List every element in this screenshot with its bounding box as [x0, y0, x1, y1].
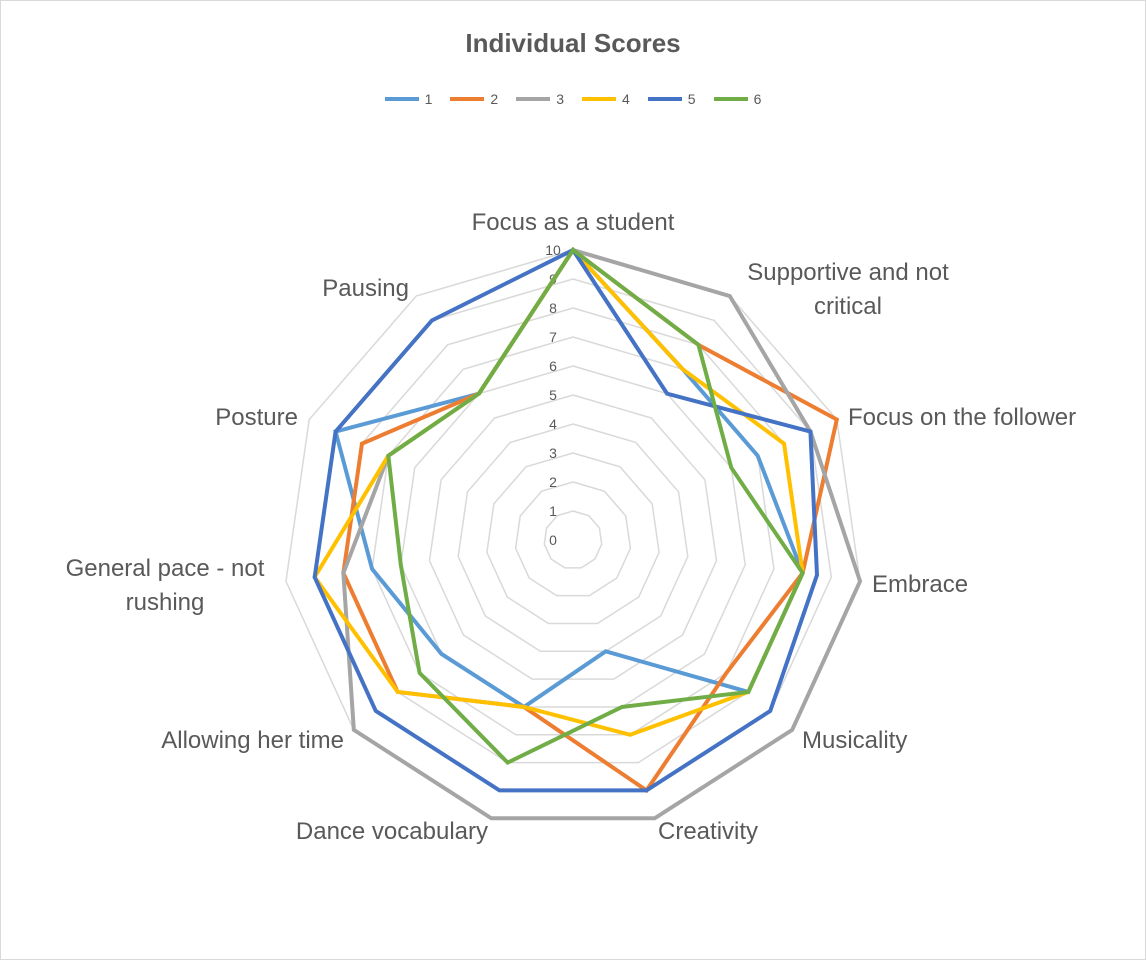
- tick-label: 1: [549, 503, 557, 519]
- grid-ring: [486, 452, 660, 625]
- legend-item-1: 1: [384, 91, 433, 107]
- legend-label: 3: [556, 91, 564, 107]
- legend-item-6: 6: [713, 91, 762, 107]
- legend-label: 1: [424, 91, 433, 107]
- axis-label: Allowing her time: [161, 727, 344, 754]
- legend-swatch: [647, 97, 682, 101]
- grid-ring: [342, 307, 804, 764]
- series-line-5: [312, 247, 820, 793]
- axis-label: Musicality: [802, 727, 907, 754]
- legend-label: 2: [490, 91, 499, 107]
- legend-label: 4: [622, 91, 630, 107]
- legend-swatch: [582, 97, 616, 101]
- series-line-1: [333, 246, 805, 710]
- series-line-4: [312, 246, 805, 737]
- legend: 1 2 3 4 5 6: [0, 91, 1146, 107]
- legend-item-2: 2: [450, 91, 498, 107]
- legend-swatch: [713, 97, 748, 101]
- legend-swatch: [450, 97, 485, 101]
- tick-label: 8: [549, 300, 557, 316]
- series-line-2: [341, 247, 840, 794]
- axis-label: Pausing: [322, 275, 409, 302]
- grid-ring: [313, 278, 833, 792]
- tick-label: 0: [549, 532, 557, 548]
- axis-label: Creativity: [658, 818, 758, 845]
- axis-label: Posture: [215, 404, 298, 431]
- axis-label: Focus as a student: [472, 209, 675, 236]
- tick-label: 2: [549, 474, 557, 490]
- legend-label: 6: [753, 91, 762, 107]
- axis-label: Dance vocabulary: [296, 818, 488, 845]
- axis-label: General pace - not rushing: [66, 555, 265, 616]
- axis-label: Supportive and not critical: [747, 259, 949, 320]
- series-line-6: [386, 247, 805, 766]
- grid-ring: [457, 423, 689, 653]
- axis-label: Embrace: [872, 571, 968, 598]
- tick-label: 5: [549, 387, 557, 403]
- legend-swatch: [384, 97, 419, 101]
- legend-label: 5: [687, 91, 696, 107]
- tick-label: 10: [545, 242, 561, 258]
- tick-label: 4: [549, 416, 557, 432]
- grid-ring: [514, 481, 632, 597]
- legend-item-4: 4: [582, 91, 630, 107]
- tick-label: 3: [549, 445, 557, 461]
- chart-title: Individual Scores: [465, 28, 681, 58]
- legend-item-5: 5: [647, 91, 696, 107]
- tick-label: 6: [549, 358, 557, 374]
- grid-ring: [399, 365, 747, 708]
- tick-label: 7: [549, 329, 557, 345]
- grid-ring: [543, 510, 603, 569]
- grid-ring: [428, 394, 718, 680]
- legend-swatch: [516, 97, 551, 101]
- axis-label: Focus on the follower: [848, 404, 1076, 431]
- legend-item-3: 3: [516, 91, 564, 107]
